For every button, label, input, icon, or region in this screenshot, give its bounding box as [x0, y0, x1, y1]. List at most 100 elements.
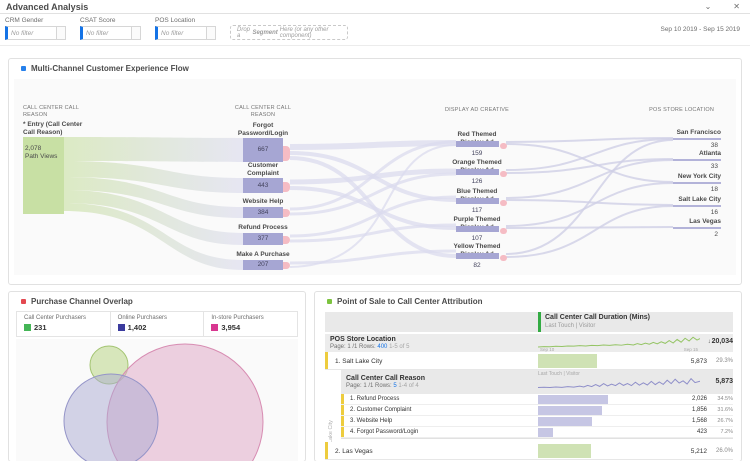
value-bar — [538, 444, 591, 458]
metric-total[interactable]: ↓20,034 — [707, 338, 733, 345]
chevron-down-icon[interactable]: ⌄ — [704, 2, 712, 11]
filter-group-pos-location: POS Location — [155, 17, 216, 40]
venn-diagram — [63, 343, 264, 461]
table-row-customer-complaint[interactable]: 2. Customer Complaint 1,856 31.6% — [341, 405, 733, 416]
panel-handle-icon[interactable] — [21, 299, 26, 304]
metric-total[interactable]: 5,873 — [715, 378, 733, 385]
node-purple-themed-display-ad[interactable] — [456, 226, 507, 234]
legend-value: 3,954 — [221, 323, 241, 332]
table-row-las-vegas[interactable]: 2. Las Vegas 5,212 26.0% — [325, 442, 733, 460]
metric-header[interactable]: Call Center Call Duration (Mins) — [545, 314, 651, 321]
dimension-header-row[interactable]: POS Store Location Page: 1 /1 Rows: 400 … — [325, 334, 733, 352]
row-label: 2. Customer Complaint — [350, 407, 412, 413]
node-label: Forgot Password/Login — [237, 122, 289, 137]
venn-chart — [16, 339, 298, 461]
node-refund-process[interactable] — [243, 233, 290, 245]
pagination[interactable]: Page: 1 /1 Rows: 5 1-4 of 4 — [346, 383, 419, 389]
node-tab — [283, 262, 290, 269]
legend-swatch-magenta — [211, 324, 219, 331]
node-value: 2 — [714, 231, 718, 238]
nested-breakdown-table: Salt Lake City Call Center Call Reason P… — [328, 370, 733, 454]
row-label: 3. Website Help — [350, 418, 393, 424]
node-label: Website Help — [242, 198, 284, 205]
table-column-header: Call Center Call Duration (Mins) Last To… — [325, 312, 733, 332]
node-website-help[interactable] — [243, 207, 290, 218]
node-forgot-password-login[interactable] — [243, 138, 290, 162]
node-salt-lake-city[interactable]: Salt Lake City — [678, 196, 721, 203]
node-atlanta[interactable]: Atlanta — [698, 150, 721, 157]
csat-score-filter-input[interactable] — [80, 26, 132, 40]
legend-online-purchasers[interactable]: Online Purchasers 1,402 — [111, 312, 205, 336]
column-header-3: DISPLAY AD CREATIVE — [444, 107, 509, 113]
row-value: 5,212 — [690, 448, 707, 455]
node-tab — [283, 182, 290, 192]
node-new-york-city[interactable]: New York City — [677, 173, 721, 180]
node-tab — [500, 171, 507, 177]
row-value: 5,873 — [690, 358, 707, 365]
filter-label: CSAT Score — [80, 17, 116, 24]
title-bar: Advanced Analysis ⌄ ✕ — [0, 0, 750, 14]
node-yellow-themed-display-ad[interactable] — [456, 253, 507, 261]
spark-start-label: Sep 10 — [540, 347, 555, 352]
segment-drop-zone[interactable]: Drop a Segment Here (or any other compon… — [230, 25, 348, 40]
panel-handle-icon[interactable] — [21, 66, 26, 71]
node-value: 443 — [257, 182, 269, 189]
filter-menu-button[interactable] — [207, 26, 216, 40]
node-value: 384 — [257, 209, 269, 216]
legend-label: Call Center Purchasers — [24, 315, 87, 321]
row-percent: 26.7% — [717, 418, 733, 424]
node-value: 18 — [710, 186, 718, 193]
row-value: 423 — [696, 429, 707, 435]
nested-dimension-header-row[interactable]: Call Center Call Reason Page: 1 /1 Rows:… — [341, 370, 733, 394]
date-range[interactable]: Sep 10 2019 - Sep 15 2019 — [660, 26, 740, 33]
spark-end-label: Sep 15 — [683, 347, 698, 352]
node-tab — [500, 200, 507, 206]
node-line — [673, 205, 721, 207]
table-row-forgot-password-login[interactable]: 4. Forgot Password/Login 423 7.2% — [341, 427, 733, 438]
node-value: 38 — [710, 142, 718, 149]
node-make-a-purchase[interactable] — [243, 260, 290, 270]
row-percent: 34.5% — [717, 396, 733, 402]
column-header-1: CALL CENTER CALL REASON — [23, 105, 80, 118]
entry-node[interactable] — [23, 137, 64, 214]
node-line — [673, 227, 721, 229]
legend-in-store-purchasers[interactable]: In-store Purchasers 3,954 — [204, 312, 297, 336]
table-row-refund-process[interactable]: 1. Refund Process 2,026 34.5% — [341, 394, 733, 405]
crm-gender-filter-input[interactable] — [5, 26, 57, 40]
node-san-francisco[interactable]: San Francisco — [676, 129, 721, 136]
node-orange-themed-display-ad[interactable] — [456, 169, 507, 177]
row-label: 4. Forgot Password/Login — [350, 429, 419, 435]
sparkline-total: Sep 10 Sep 15 — [537, 335, 701, 352]
pos-location-filter-input[interactable] — [155, 26, 207, 40]
venn-panel: Purchase Channel Overlap Call Center Pur… — [8, 291, 306, 461]
row-label: 1. Refund Process — [350, 396, 400, 402]
node-blue-themed-display-ad[interactable] — [456, 198, 507, 206]
flow-chart: CALL CENTER CALL REASON CALL CENTER CALL R… — [14, 79, 736, 275]
row-percent: 26.0% — [715, 448, 733, 454]
filter-menu-button[interactable] — [57, 26, 66, 40]
node-customer-complaint[interactable] — [243, 178, 290, 193]
node-value: 159 — [471, 150, 483, 157]
sparkline-nested — [537, 377, 701, 390]
node-tab — [283, 146, 290, 161]
row-percent: 29.3% — [715, 358, 733, 364]
row-percent: 7.2% — [720, 429, 733, 435]
column-header-2: CALL CENTER CALL REASON — [234, 105, 292, 118]
table-row-website-help[interactable]: 3. Website Help 1,568 26.7% — [341, 416, 733, 427]
legend-call-center-purchasers[interactable]: Call Center Purchasers 231 — [17, 312, 111, 336]
pagination[interactable]: Page: 1 /1 Rows: 400 1-5 of 5 — [330, 344, 410, 350]
node-red-themed-display-ad[interactable] — [456, 141, 507, 149]
close-icon[interactable]: ✕ — [733, 2, 740, 11]
sankey-ribbons — [64, 137, 674, 270]
venn-circle-online[interactable] — [63, 373, 159, 461]
metric-subheader: Last Touch | Visitor — [538, 371, 580, 377]
row-value: 1,856 — [691, 407, 707, 413]
filter-menu-button[interactable] — [132, 26, 141, 40]
node-value: 82 — [473, 262, 481, 269]
node-las-vegas[interactable]: Las Vegas — [689, 218, 721, 225]
sort-descending-icon[interactable]: ↓ — [707, 339, 711, 345]
panel-handle-icon[interactable] — [327, 299, 332, 304]
table-row-salt-lake-city[interactable]: 1. Salt Lake City 5,873 29.3% — [325, 352, 733, 370]
node-value: 126 — [471, 178, 483, 185]
node-label: Make A Purchase — [236, 251, 290, 258]
